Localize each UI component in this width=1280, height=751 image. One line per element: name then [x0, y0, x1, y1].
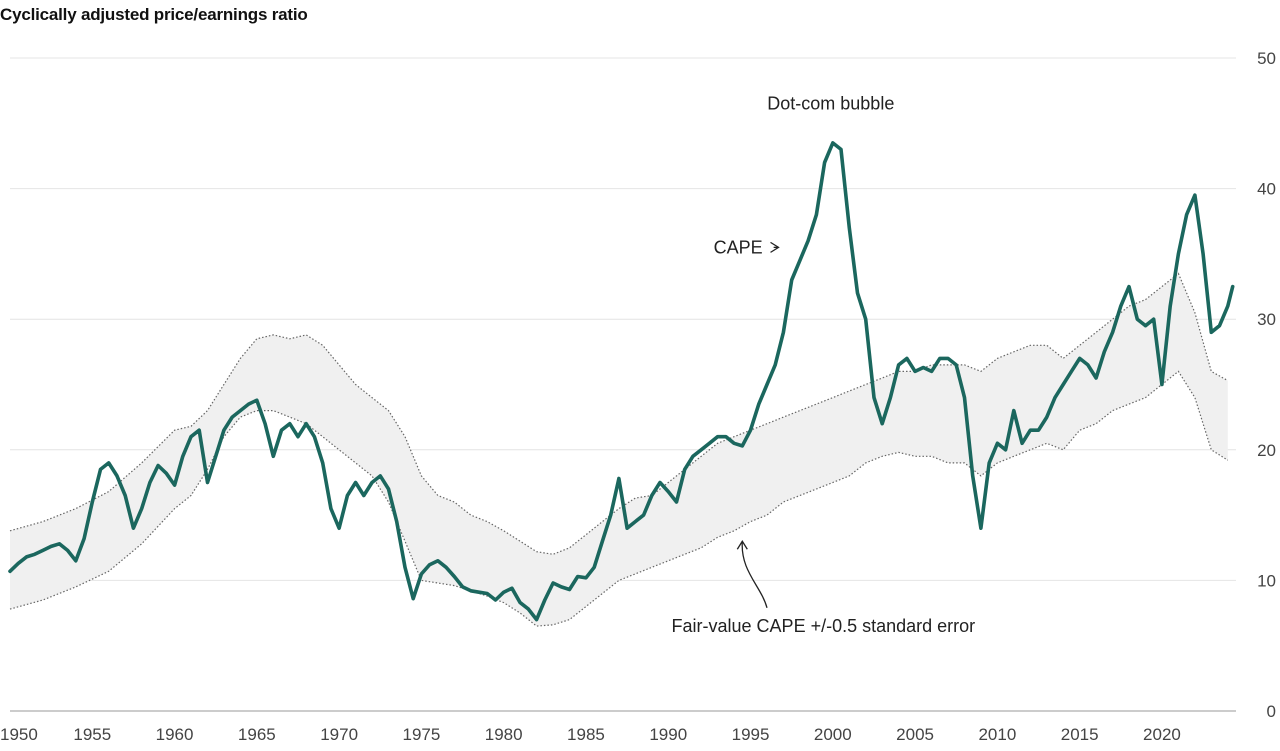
y-axis-ticks: 0 10 20 30 40 50	[1257, 49, 1276, 721]
cape-line	[8, 141, 1235, 622]
x-tick-label: 2010	[978, 725, 1016, 744]
x-tick-label: 1990	[649, 725, 687, 744]
y-tick-label: 20	[1257, 441, 1276, 460]
x-tick-label: 1975	[402, 725, 440, 744]
x-tick-label: 1985	[567, 725, 605, 744]
x-tick-label: 1970	[320, 725, 358, 744]
annotation-dot-com-bubble: Dot-com bubble	[767, 94, 894, 114]
fair-value-arrow	[741, 541, 768, 608]
x-tick-label: 2000	[814, 725, 852, 744]
annotation-cape: CAPE	[714, 237, 763, 257]
y-tick-label: 40	[1257, 180, 1276, 199]
x-tick-label: 2015	[1061, 725, 1099, 744]
x-tick-label: 1955	[73, 725, 111, 744]
y-tick-label: 50	[1257, 49, 1276, 68]
y-tick-label: 30	[1257, 310, 1276, 329]
y-tick-label: 0	[1267, 702, 1276, 721]
fair-value-arrowhead	[736, 539, 748, 550]
x-tick-label: 1965	[238, 725, 276, 744]
x-tick-label: 2020	[1143, 725, 1181, 744]
x-tick-label: 2005	[896, 725, 934, 744]
gridlines	[10, 57, 1236, 712]
x-tick-label: 1995	[732, 725, 770, 744]
chart-title: Cyclically adjusted price/earnings ratio	[0, 5, 308, 24]
x-tick-label: 1950	[0, 725, 38, 744]
x-tick-label: 1980	[485, 725, 523, 744]
annotation-fair-value: Fair-value CAPE +/-0.5 standard error	[672, 616, 976, 636]
x-axis-ticks: 1950 1955 1960 1965 1970 1975 1980 1985 1990 1995…	[0, 725, 1181, 744]
fair-value-band	[10, 273, 1228, 627]
fair-value-lower-bound	[9, 370, 1229, 627]
x-tick-label: 1960	[156, 725, 194, 744]
y-tick-label: 10	[1257, 571, 1276, 590]
fair-value-upper-bound	[9, 272, 1229, 555]
cape-arrowhead	[770, 241, 780, 253]
annotations: Dot-com bubble CAPE Fair-value CAPE +/-0.5…	[672, 94, 976, 636]
